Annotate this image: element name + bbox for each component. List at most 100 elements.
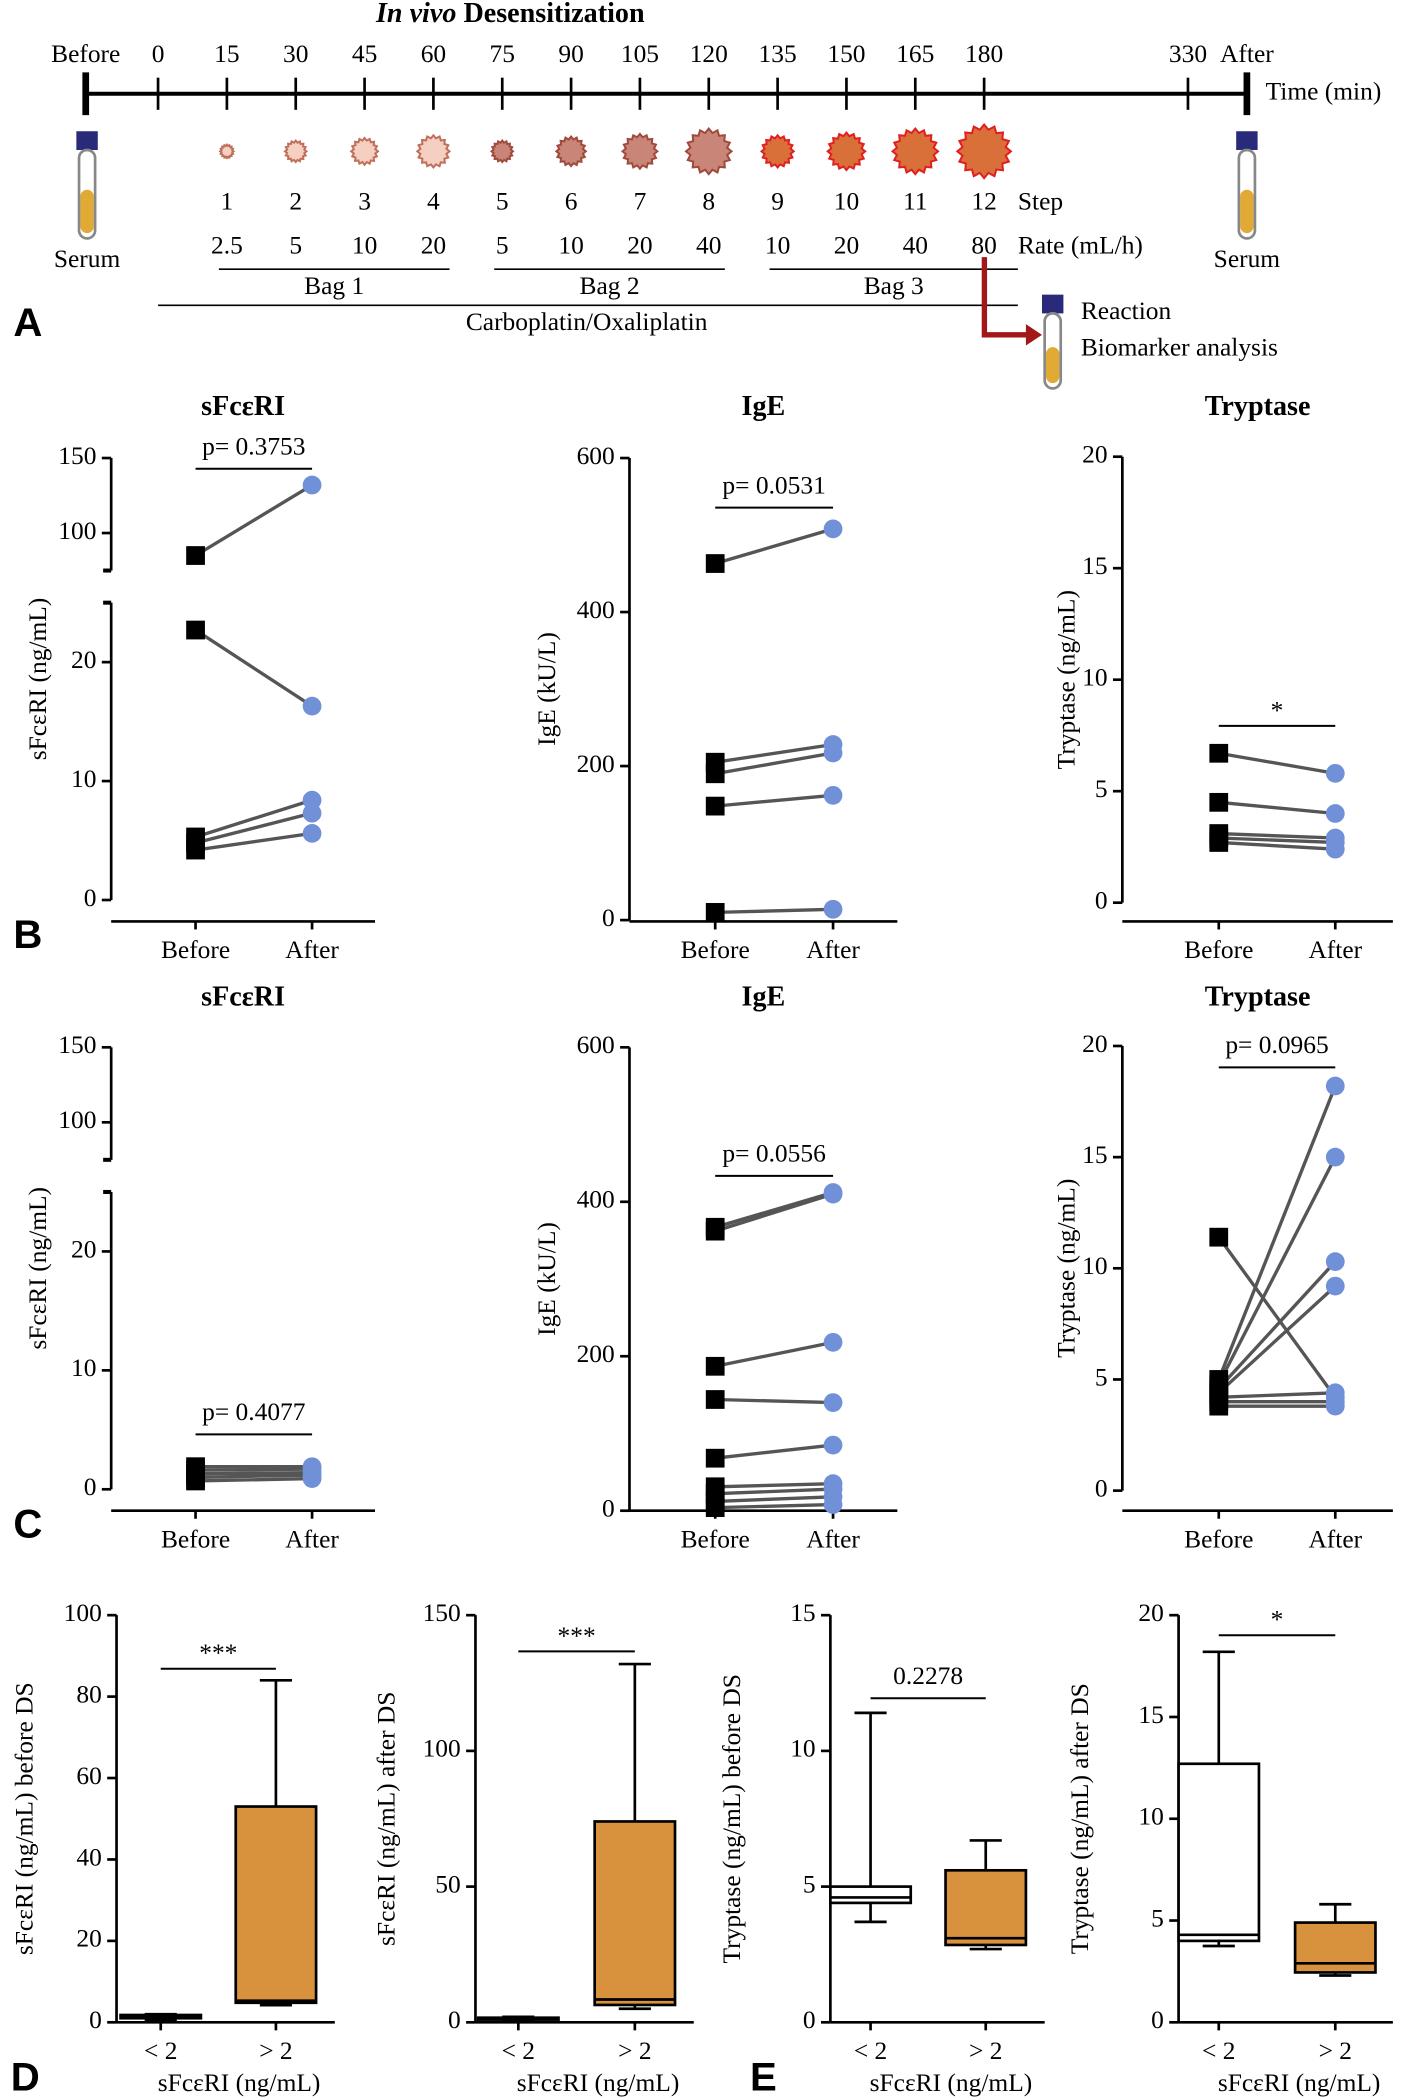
tube-serum	[1240, 189, 1254, 234]
step-rate: 80	[971, 231, 996, 260]
time-axis-label: Time (min)	[1266, 77, 1382, 106]
before-point	[705, 796, 725, 816]
y-tick-label: 150	[58, 1030, 96, 1059]
step-rate: 40	[903, 231, 928, 260]
y-tick-label: 10	[71, 1353, 96, 1382]
x-tick-label: After	[1308, 1524, 1362, 1553]
x-axis-label: sFcεRI (ng/mL)	[870, 2068, 1033, 2097]
x-tick-label: After	[806, 1524, 860, 1553]
analysis-label: Biomarker analysis	[1081, 332, 1278, 361]
before-point	[705, 1498, 725, 1517]
y-tick-label: 20	[71, 1234, 96, 1263]
significance-label: ***	[558, 1621, 596, 1650]
pair-line	[714, 527, 834, 566]
significance-label: p= 0.3753	[202, 432, 305, 461]
step-dose-icon	[684, 126, 734, 176]
y-tick-label: 100	[58, 1105, 96, 1134]
step-rate: 5	[289, 231, 302, 260]
y-tick-label: 0	[1095, 886, 1108, 915]
before-point	[1209, 743, 1229, 763]
tube-cap	[76, 131, 98, 150]
y-tick-label: 20	[71, 645, 96, 674]
title-rest: Desensitization	[463, 0, 644, 30]
pair-line	[1217, 1156, 1337, 1385]
time-label: 45	[352, 39, 377, 68]
y-tick-label: 600	[577, 441, 615, 470]
step-label: Step	[1018, 186, 1063, 215]
x-tick-label: < 2	[144, 2036, 177, 2065]
panel-letter: C	[13, 1501, 42, 1546]
y-tick-label: 150	[423, 1598, 461, 1627]
before-point	[705, 554, 725, 573]
pair-line	[195, 831, 313, 852]
pair-line	[1217, 1284, 1337, 1395]
reaction-label: Reaction	[1081, 296, 1172, 325]
before-point	[186, 546, 205, 565]
step-dose-icon	[620, 132, 659, 171]
after-point	[1325, 1252, 1345, 1272]
chart-title: IgE	[742, 982, 786, 1013]
before-point	[186, 1471, 205, 1491]
time-label: 180	[965, 39, 1003, 68]
time-label: 165	[896, 39, 934, 68]
y-tick-label: 0	[602, 1494, 615, 1523]
step-dose-icon	[489, 139, 515, 164]
step-number: 2	[289, 186, 302, 215]
y-tick-label: 50	[435, 1869, 460, 1898]
title-italic: In vivo	[375, 0, 456, 30]
x-tick-label: > 2	[259, 2036, 292, 2065]
y-tick-label: 0	[84, 883, 97, 912]
y-tick-label: 15	[1138, 1700, 1163, 1729]
pair-line	[715, 1502, 834, 1510]
step-dose-icon	[826, 130, 867, 172]
x-tick-label: Before	[681, 1524, 750, 1553]
pair-line	[1218, 840, 1336, 851]
x-axis-label: sFcεRI (ng/mL)	[1218, 2068, 1381, 2097]
panel-letter: D	[11, 2055, 40, 2100]
x-tick-label: Before	[1184, 935, 1253, 964]
step-rate: 20	[627, 231, 652, 260]
y-axis-label: Tryptase (ng/mL)	[1052, 1179, 1081, 1358]
before-point	[705, 903, 725, 922]
time-label: 15	[214, 39, 239, 68]
y-tick-label: 5	[1095, 774, 1108, 803]
reaction-arrow	[981, 257, 1029, 338]
chart-title: Tryptase	[1205, 982, 1311, 1013]
pair-line	[1218, 800, 1336, 816]
pair-line	[195, 1467, 313, 1472]
step-number: 1	[221, 186, 234, 215]
step-dose-icon	[890, 126, 940, 176]
before-point	[1209, 1396, 1229, 1416]
after-point	[823, 899, 843, 919]
pair-line	[1218, 831, 1336, 840]
y-tick-label: 0	[602, 903, 615, 932]
pair-line	[195, 1473, 313, 1480]
time-label: After	[1220, 39, 1274, 68]
y-tick-label: 150	[58, 441, 96, 470]
tube-body	[1043, 312, 1063, 390]
box	[1293, 1921, 1377, 1974]
step-rate: 2.5	[211, 231, 243, 260]
box	[944, 1868, 1028, 1947]
y-tick-label: 60	[76, 1761, 101, 1790]
before-point	[705, 1390, 725, 1409]
after-point	[302, 790, 322, 810]
serum-label: Serum	[1214, 244, 1281, 273]
x-axis-label: sFcεRI (ng/mL)	[158, 2068, 321, 2097]
y-axis-label: IgE (kU/L)	[532, 632, 561, 746]
step-number: 11	[903, 186, 928, 215]
pair-line	[715, 793, 834, 808]
significance-label: p= 0.0556	[722, 1139, 825, 1168]
time-label: 75	[490, 39, 515, 68]
y-tick-label: 15	[1082, 1140, 1107, 1169]
pair-line	[1217, 1260, 1337, 1390]
y-tick-label: 0	[1151, 2005, 1164, 2034]
time-label: 120	[690, 39, 728, 68]
y-tick-label: 0	[1095, 1473, 1108, 1502]
time-label: Before	[51, 39, 120, 68]
after-point	[302, 824, 322, 843]
rate-label: Rate (mL/h)	[1018, 231, 1143, 260]
y-tick-label: 15	[1082, 551, 1107, 580]
step-number: 12	[971, 186, 996, 215]
y-tick-label: 20	[76, 1924, 101, 1953]
